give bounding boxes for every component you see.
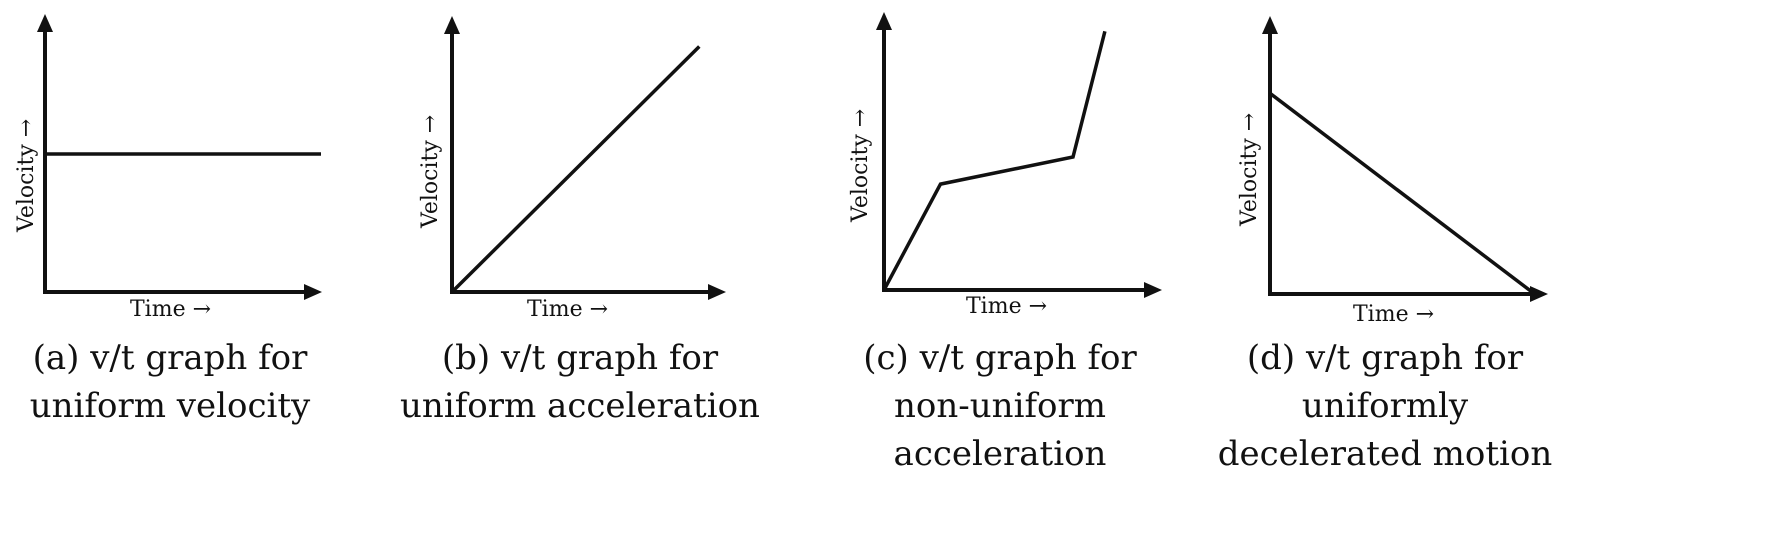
chart-a-ylabel: Velocity → xyxy=(14,118,39,232)
chart-c-axes xyxy=(876,12,1162,298)
chart-a-ylabel-arrow-icon: → xyxy=(14,118,39,138)
chart-c-x-arrow xyxy=(1144,282,1162,298)
chart-b-series-line xyxy=(450,45,701,294)
chart-d-ylabel-arrow-icon: → xyxy=(1237,112,1262,132)
chart-b-xlabel-arrow-icon: → xyxy=(589,297,609,322)
chart-d-plot xyxy=(1262,16,1548,302)
chart-b-y-arrow xyxy=(444,16,460,34)
chart-a-axes xyxy=(37,14,322,300)
chart-d-ylabel: Velocity → xyxy=(1237,112,1262,226)
chart-c-ylabel-arrow-icon: → xyxy=(848,108,873,128)
chart-d-caption: (d) v/t graph for uniformly decelerated … xyxy=(1217,338,1553,474)
chart-c-y-arrow xyxy=(876,12,892,30)
chart-b-x-arrow xyxy=(708,284,726,300)
chart-d-series-line xyxy=(1268,91,1536,296)
chart-c-caption: (c) v/t graph for non-uniform accelerati… xyxy=(863,338,1137,474)
chart-c-series-line xyxy=(882,30,1107,291)
chart-panel-b: Velocity → Time → (b) v/t graph for unif… xyxy=(400,0,760,541)
chart-c-plot xyxy=(876,12,1162,298)
chart-d-x-arrow xyxy=(1530,286,1548,302)
chart-a-x-arrow xyxy=(304,284,322,300)
chart-panel-a: Velocity → Time → (a) v/t graph for unif… xyxy=(0,0,340,541)
chart-panel-c: Velocity → Time → (c) v/t graph for non-… xyxy=(830,0,1170,541)
chart-b-plot xyxy=(444,16,726,300)
chart-d-axes xyxy=(1262,16,1548,302)
chart-a-plot xyxy=(37,14,322,300)
chart-a-y-arrow xyxy=(37,14,53,32)
chart-b-xlabel: Time → xyxy=(527,297,609,322)
chart-c-xlabel: Time → xyxy=(966,294,1048,319)
chart-b-axes xyxy=(444,16,726,300)
chart-b-ylabel: Velocity → xyxy=(418,114,443,228)
chart-b-caption: (b) v/t graph for uniform acceleration xyxy=(400,338,760,426)
chart-b-ylabel-arrow-icon: → xyxy=(418,114,443,134)
chart-c-ylabel: Velocity → xyxy=(848,108,873,222)
chart-d-y-arrow xyxy=(1262,16,1278,34)
chart-d-xlabel: Time → xyxy=(1353,302,1435,327)
chart-d-xlabel-arrow-icon: → xyxy=(1415,302,1435,327)
chart-a-xlabel-arrow-icon: → xyxy=(192,297,212,322)
chart-panel-d: Velocity → Time → (d) v/t graph for unif… xyxy=(1215,0,1555,541)
chart-a-xlabel: Time → xyxy=(130,297,212,322)
chart-a-caption: (a) v/t graph for uniform velocity xyxy=(29,338,311,426)
chart-c-xlabel-arrow-icon: → xyxy=(1028,294,1048,319)
